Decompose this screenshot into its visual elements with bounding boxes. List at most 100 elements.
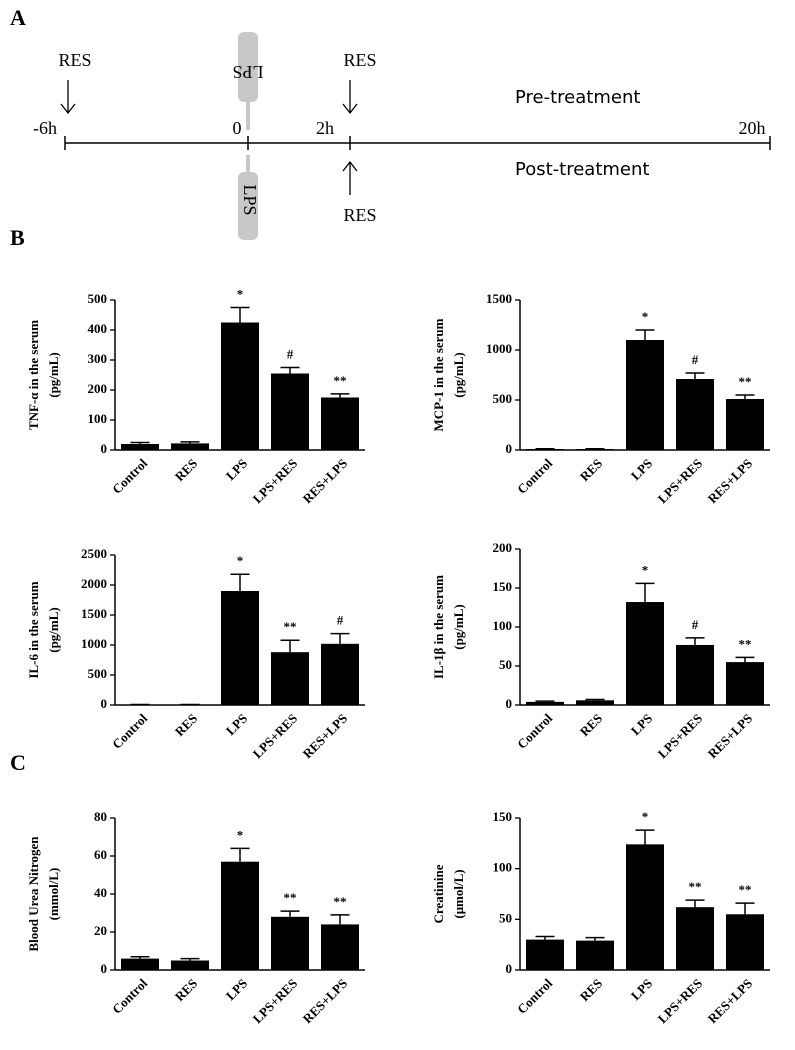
y-axis-label: IL-1β in the serum — [431, 575, 446, 679]
y-tick-label: 150 — [493, 579, 513, 594]
bar — [526, 701, 564, 705]
x-tick-label: RES — [172, 976, 200, 1004]
x-tick-label: LPS+RES — [250, 456, 301, 507]
y-tick-label: 50 — [499, 910, 512, 925]
bar — [221, 861, 259, 970]
significance-mark: # — [692, 617, 699, 632]
phase-label: Pre-treatment — [515, 87, 640, 108]
res-label: RES — [58, 50, 91, 70]
panel-label: B — [10, 225, 25, 250]
syringe — [238, 32, 258, 102]
bar — [526, 449, 564, 450]
y-tick-label: 0 — [101, 441, 108, 456]
y-axis-label: (μmol/L) — [451, 869, 466, 918]
significance-mark: ** — [739, 636, 752, 651]
arrow — [60, 80, 76, 115]
significance-mark: * — [642, 809, 649, 824]
y-tick-label: 100 — [493, 618, 513, 633]
x-tick-label: Control — [514, 975, 555, 1016]
y-axis-label: (pg/mL) — [46, 352, 61, 398]
y-tick-label: 300 — [88, 351, 108, 366]
bar — [321, 643, 359, 705]
y-tick-label: 0 — [506, 961, 513, 976]
time-label: 20h — [739, 118, 766, 138]
y-tick-label: 500 — [493, 391, 513, 406]
y-axis-label: MCP-1 in the serum — [431, 318, 446, 431]
significance-mark: ** — [284, 890, 297, 905]
y-tick-label: 40 — [94, 885, 107, 900]
x-tick-label: RES+LPS — [300, 976, 351, 1027]
x-tick-label: LPS — [223, 456, 250, 483]
y-axis-label: (pg/mL) — [46, 607, 61, 653]
significance-mark: # — [692, 352, 699, 367]
y-tick-label: 150 — [493, 809, 513, 824]
x-tick-label: RES — [172, 711, 200, 739]
significance-mark: ** — [689, 879, 702, 894]
y-tick-label: 50 — [499, 657, 512, 672]
y-tick-label: 1000 — [486, 341, 512, 356]
x-tick-label: LPS — [628, 976, 655, 1003]
x-tick-label: RES — [172, 456, 200, 484]
x-tick-label: RES+LPS — [705, 976, 756, 1027]
arrow — [342, 80, 358, 115]
bar — [726, 662, 764, 705]
significance-mark: * — [642, 562, 649, 577]
x-tick-label: LPS+RES — [250, 976, 301, 1027]
syringe-needle — [246, 155, 250, 175]
x-tick-label: Control — [514, 455, 555, 496]
bar — [576, 700, 614, 705]
bar — [676, 379, 714, 450]
panel-label: C — [10, 750, 26, 775]
x-tick-label: LPS+RES — [655, 976, 706, 1027]
y-tick-label: 1500 — [486, 291, 512, 306]
x-tick-label: LPS — [628, 711, 655, 738]
lps-label: LPS — [232, 62, 263, 82]
time-label: 2h — [316, 118, 334, 138]
x-tick-label: LPS+RES — [655, 711, 706, 762]
x-tick-label: LPS+RES — [655, 456, 706, 507]
lps-label: LPS — [240, 184, 260, 215]
x-tick-label: LPS — [628, 456, 655, 483]
y-axis-label: (pg/mL) — [451, 352, 466, 398]
bar — [676, 644, 714, 705]
y-tick-label: 0 — [101, 696, 108, 711]
y-tick-label: 500 — [88, 666, 108, 681]
y-tick-label: 400 — [88, 321, 108, 336]
significance-mark: ** — [334, 894, 347, 909]
significance-mark: # — [287, 346, 294, 361]
bar — [726, 914, 764, 970]
x-tick-label: LPS — [223, 711, 250, 738]
y-tick-label: 1000 — [81, 636, 107, 651]
significance-mark: * — [237, 286, 244, 301]
y-axis-label: TNF-α in the serum — [26, 320, 41, 430]
time-label: -6h — [33, 118, 57, 138]
x-tick-label: RES — [577, 456, 605, 484]
panel-label: A — [10, 5, 26, 30]
res-label: RES — [343, 205, 376, 225]
bar — [271, 373, 309, 450]
arrow — [342, 160, 358, 195]
bar — [626, 844, 664, 970]
significance-mark: ** — [739, 374, 752, 389]
significance-mark: * — [237, 827, 244, 842]
x-tick-label: RES+LPS — [705, 711, 756, 762]
y-tick-label: 0 — [101, 961, 108, 976]
bar — [576, 449, 614, 450]
bar — [271, 652, 309, 705]
y-tick-label: 2500 — [81, 546, 107, 561]
significance-mark: * — [237, 553, 244, 568]
y-tick-label: 100 — [493, 860, 513, 875]
significance-mark: ** — [334, 373, 347, 388]
y-axis-label: Creatinine — [431, 864, 446, 923]
bar — [726, 399, 764, 450]
bar — [221, 591, 259, 705]
x-tick-label: Control — [109, 975, 150, 1016]
y-tick-label: 0 — [506, 696, 513, 711]
bar — [171, 443, 209, 450]
y-axis-label: Blood Urea Nitrogen — [26, 836, 41, 952]
syringe-needle — [246, 102, 250, 130]
bar — [676, 907, 714, 970]
x-tick-label: RES — [577, 976, 605, 1004]
y-tick-label: 200 — [493, 540, 513, 555]
y-tick-label: 80 — [94, 809, 107, 824]
